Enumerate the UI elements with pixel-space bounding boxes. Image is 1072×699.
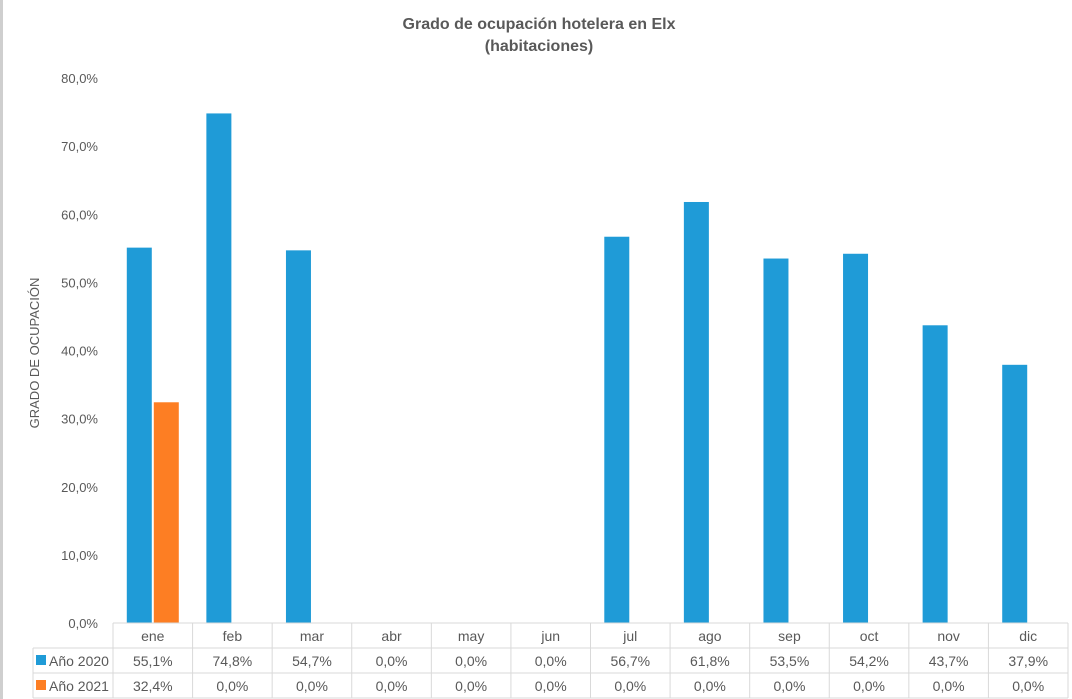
y-tick-label: 10,0% (61, 548, 98, 563)
data-label: 54,7% (292, 653, 332, 669)
x-tick-label: jul (622, 628, 637, 644)
y-tick-label: 40,0% (61, 344, 98, 359)
legend-swatch (36, 655, 46, 665)
bar-a-jul (604, 236, 630, 623)
data-label: 43,7% (929, 653, 969, 669)
data-label: 0,0% (773, 678, 805, 694)
x-tick-label: oct (860, 628, 879, 644)
data-label: 0,0% (933, 678, 965, 694)
legend-swatch (36, 680, 46, 690)
data-label: 0,0% (455, 678, 487, 694)
bar-a-nov (922, 325, 948, 623)
x-tick-label: ene (141, 628, 165, 644)
bar-chart: GRADO DE OCUPACIÓN 0,0% 10,0% 20,0% 30,0% 40… (27, 71, 1069, 699)
legend-label: Año 2020 (49, 653, 109, 669)
data-label: 54,2% (849, 653, 889, 669)
y-tick-label: 0,0% (68, 616, 98, 631)
y-axis-ticks: 0,0% 10,0% 20,0% 30,0% 40,0% 50,0% 60,0% 70,0% 8… (61, 71, 98, 631)
x-tick-label: may (458, 628, 484, 644)
bar-a-oct (843, 253, 869, 623)
bar-a-ene (126, 247, 152, 623)
data-label: 0,0% (535, 653, 567, 669)
data-label: 0,0% (694, 678, 726, 694)
data-label: 0,0% (376, 653, 408, 669)
data-label: 55,1% (133, 653, 173, 669)
data-label: 61,8% (690, 653, 730, 669)
data-label: 37,9% (1008, 653, 1048, 669)
bar-a-feb (206, 113, 232, 624)
y-tick-label: 50,0% (61, 275, 98, 290)
y-axis-title: GRADO DE OCUPACIÓN (27, 278, 42, 429)
data-label: 0,0% (455, 653, 487, 669)
y-tick-label: 20,0% (61, 480, 98, 495)
y-tick-label: 30,0% (61, 412, 98, 427)
data-label: 0,0% (376, 678, 408, 694)
bar-a-mar (285, 250, 311, 623)
chart-title: Grado de ocupación hotelera en Elx (402, 16, 676, 33)
y-tick-label: 60,0% (61, 207, 98, 222)
x-tick-label: ago (698, 628, 722, 644)
data-label: 0,0% (614, 678, 646, 694)
data-label: 32,4% (133, 678, 173, 694)
y-axis-title-group: GRADO DE OCUPACIÓN (27, 278, 42, 429)
data-label: 74,8% (213, 653, 253, 669)
data-label: 56,7% (610, 653, 650, 669)
x-tick-label: dic (1019, 628, 1037, 644)
bar-a-sep (763, 258, 789, 623)
bar-b-ene (153, 402, 179, 623)
data-label: 0,0% (216, 678, 248, 694)
y-tick-label: 80,0% (61, 71, 98, 86)
y-tick-label: 70,0% (61, 139, 98, 154)
chart-subtitle: (habitaciones) (484, 38, 594, 55)
legend-label: Año 2021 (49, 678, 109, 694)
data-label: 0,0% (1012, 678, 1044, 694)
bars (126, 113, 1028, 624)
data-label: 0,0% (535, 678, 567, 694)
data-label: 0,0% (296, 678, 328, 694)
x-tick-label: mar (300, 628, 324, 644)
data-label: 0,0% (853, 678, 885, 694)
x-tick-label: sep (778, 628, 801, 644)
x-tick-label: nov (937, 628, 960, 644)
bar-a-ago (683, 201, 709, 624)
x-tick-label: feb (223, 628, 243, 644)
x-tick-label: jun (540, 628, 560, 644)
bar-a-dic (1002, 364, 1028, 623)
data-label: 53,5% (770, 653, 810, 669)
data-table: ene feb mar abr may jun jul ago sep oct nov dic Año … (32, 622, 1069, 699)
x-tick-label: abr (381, 628, 402, 644)
